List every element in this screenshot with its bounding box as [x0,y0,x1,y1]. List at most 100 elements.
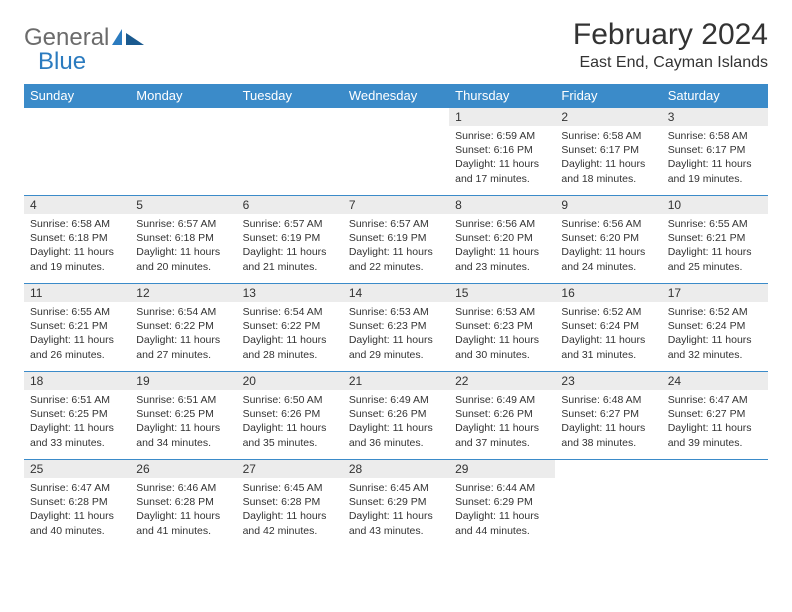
logo: General Blue [24,24,144,76]
calendar-day-cell: 11Sunrise: 6:55 AMSunset: 6:21 PMDayligh… [24,284,130,372]
calendar-day-cell [24,108,130,196]
day-number: 28 [343,460,449,478]
day-data: Sunrise: 6:52 AMSunset: 6:24 PMDaylight:… [555,302,661,365]
day-data: Sunrise: 6:46 AMSunset: 6:28 PMDaylight:… [130,478,236,541]
day-number: 29 [449,460,555,478]
day-number: 23 [555,372,661,390]
location: East End, Cayman Islands [573,54,768,72]
day-data: Sunrise: 6:54 AMSunset: 6:22 PMDaylight:… [237,302,343,365]
calendar-day-cell: 26Sunrise: 6:46 AMSunset: 6:28 PMDayligh… [130,460,236,548]
calendar-day-cell [237,108,343,196]
calendar-day-cell: 13Sunrise: 6:54 AMSunset: 6:22 PMDayligh… [237,284,343,372]
day-number: 5 [130,196,236,214]
day-data: Sunrise: 6:56 AMSunset: 6:20 PMDaylight:… [449,214,555,277]
calendar-day-cell: 12Sunrise: 6:54 AMSunset: 6:22 PMDayligh… [130,284,236,372]
day-data: Sunrise: 6:45 AMSunset: 6:28 PMDaylight:… [237,478,343,541]
day-data: Sunrise: 6:51 AMSunset: 6:25 PMDaylight:… [130,390,236,453]
day-data: Sunrise: 6:53 AMSunset: 6:23 PMDaylight:… [343,302,449,365]
calendar-day-cell: 10Sunrise: 6:55 AMSunset: 6:21 PMDayligh… [662,196,768,284]
day-number: 8 [449,196,555,214]
calendar-day-cell: 6Sunrise: 6:57 AMSunset: 6:19 PMDaylight… [237,196,343,284]
day-number: 20 [237,372,343,390]
calendar-day-cell: 25Sunrise: 6:47 AMSunset: 6:28 PMDayligh… [24,460,130,548]
day-number: 11 [24,284,130,302]
day-number: 15 [449,284,555,302]
day-data: Sunrise: 6:51 AMSunset: 6:25 PMDaylight:… [24,390,130,453]
day-number: 9 [555,196,661,214]
dow-header: Thursday [449,84,555,108]
day-data: Sunrise: 6:55 AMSunset: 6:21 PMDaylight:… [662,214,768,277]
calendar-body: 1Sunrise: 6:59 AMSunset: 6:16 PMDaylight… [24,108,768,548]
day-data: Sunrise: 6:49 AMSunset: 6:26 PMDaylight:… [449,390,555,453]
day-number: 13 [237,284,343,302]
day-number: 24 [662,372,768,390]
calendar-table: SundayMondayTuesdayWednesdayThursdayFrid… [24,84,768,548]
calendar-week-row: 1Sunrise: 6:59 AMSunset: 6:16 PMDaylight… [24,108,768,196]
logo-text-general: General [24,24,109,51]
title-block: February 2024 East End, Cayman Islands [573,18,768,72]
day-number: 2 [555,108,661,126]
day-number: 21 [343,372,449,390]
calendar-week-row: 11Sunrise: 6:55 AMSunset: 6:21 PMDayligh… [24,284,768,372]
day-data: Sunrise: 6:57 AMSunset: 6:19 PMDaylight:… [343,214,449,277]
day-data: Sunrise: 6:54 AMSunset: 6:22 PMDaylight:… [130,302,236,365]
day-data: Sunrise: 6:58 AMSunset: 6:17 PMDaylight:… [662,126,768,189]
month-title: February 2024 [573,18,768,52]
day-number: 10 [662,196,768,214]
calendar-day-cell [662,460,768,548]
dow-header: Tuesday [237,84,343,108]
calendar-day-cell: 24Sunrise: 6:47 AMSunset: 6:27 PMDayligh… [662,372,768,460]
day-data: Sunrise: 6:53 AMSunset: 6:23 PMDaylight:… [449,302,555,365]
day-data: Sunrise: 6:44 AMSunset: 6:29 PMDaylight:… [449,478,555,541]
calendar-day-cell: 21Sunrise: 6:49 AMSunset: 6:26 PMDayligh… [343,372,449,460]
calendar-day-cell: 22Sunrise: 6:49 AMSunset: 6:26 PMDayligh… [449,372,555,460]
logo-triangle2-icon [126,33,144,45]
day-number: 27 [237,460,343,478]
day-data: Sunrise: 6:52 AMSunset: 6:24 PMDaylight:… [662,302,768,365]
calendar-day-cell: 5Sunrise: 6:57 AMSunset: 6:18 PMDaylight… [130,196,236,284]
day-data: Sunrise: 6:58 AMSunset: 6:18 PMDaylight:… [24,214,130,277]
calendar-week-row: 4Sunrise: 6:58 AMSunset: 6:18 PMDaylight… [24,196,768,284]
day-data: Sunrise: 6:48 AMSunset: 6:27 PMDaylight:… [555,390,661,453]
calendar-day-cell: 2Sunrise: 6:58 AMSunset: 6:17 PMDaylight… [555,108,661,196]
calendar-day-cell: 19Sunrise: 6:51 AMSunset: 6:25 PMDayligh… [130,372,236,460]
day-number: 18 [24,372,130,390]
day-data: Sunrise: 6:49 AMSunset: 6:26 PMDaylight:… [343,390,449,453]
calendar-week-row: 25Sunrise: 6:47 AMSunset: 6:28 PMDayligh… [24,460,768,548]
calendar-day-cell: 16Sunrise: 6:52 AMSunset: 6:24 PMDayligh… [555,284,661,372]
header: General Blue February 2024 East End, Cay… [24,18,768,76]
calendar-day-cell: 20Sunrise: 6:50 AMSunset: 6:26 PMDayligh… [237,372,343,460]
day-number: 19 [130,372,236,390]
calendar-day-cell: 7Sunrise: 6:57 AMSunset: 6:19 PMDaylight… [343,196,449,284]
day-data: Sunrise: 6:58 AMSunset: 6:17 PMDaylight:… [555,126,661,189]
day-data: Sunrise: 6:59 AMSunset: 6:16 PMDaylight:… [449,126,555,189]
calendar-week-row: 18Sunrise: 6:51 AMSunset: 6:25 PMDayligh… [24,372,768,460]
day-number: 7 [343,196,449,214]
day-number: 16 [555,284,661,302]
day-data: Sunrise: 6:45 AMSunset: 6:29 PMDaylight:… [343,478,449,541]
calendar-day-cell: 3Sunrise: 6:58 AMSunset: 6:17 PMDaylight… [662,108,768,196]
day-number: 14 [343,284,449,302]
calendar-day-cell: 18Sunrise: 6:51 AMSunset: 6:25 PMDayligh… [24,372,130,460]
day-number: 25 [24,460,130,478]
calendar-head: SundayMondayTuesdayWednesdayThursdayFrid… [24,84,768,108]
calendar-day-cell [555,460,661,548]
day-data: Sunrise: 6:56 AMSunset: 6:20 PMDaylight:… [555,214,661,277]
calendar-day-cell [130,108,236,196]
day-number: 6 [237,196,343,214]
logo-triangle-icon [112,29,122,45]
dow-header: Saturday [662,84,768,108]
calendar-day-cell: 8Sunrise: 6:56 AMSunset: 6:20 PMDaylight… [449,196,555,284]
calendar-day-cell [343,108,449,196]
calendar-day-cell: 17Sunrise: 6:52 AMSunset: 6:24 PMDayligh… [662,284,768,372]
day-number: 26 [130,460,236,478]
day-data: Sunrise: 6:50 AMSunset: 6:26 PMDaylight:… [237,390,343,453]
calendar-day-cell: 28Sunrise: 6:45 AMSunset: 6:29 PMDayligh… [343,460,449,548]
calendar-day-cell: 4Sunrise: 6:58 AMSunset: 6:18 PMDaylight… [24,196,130,284]
calendar-day-cell: 1Sunrise: 6:59 AMSunset: 6:16 PMDaylight… [449,108,555,196]
day-number: 1 [449,108,555,126]
day-number: 4 [24,196,130,214]
dow-header: Monday [130,84,236,108]
day-data: Sunrise: 6:47 AMSunset: 6:27 PMDaylight:… [662,390,768,453]
dow-header: Sunday [24,84,130,108]
